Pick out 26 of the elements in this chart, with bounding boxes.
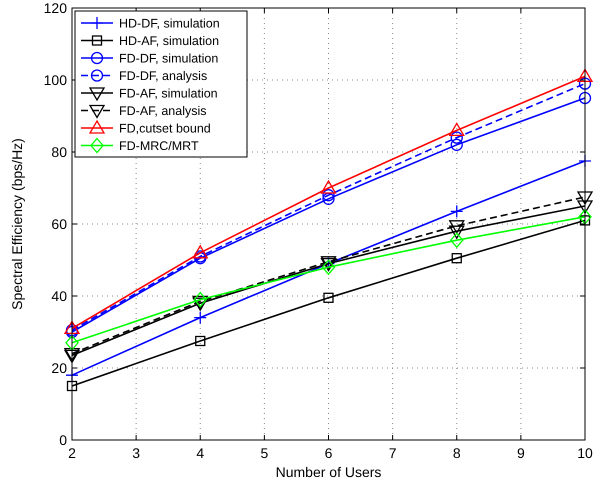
legend-label: FD,cutset bound bbox=[119, 122, 211, 136]
y-tick-label: 100 bbox=[44, 72, 68, 88]
x-axis-title: Number of Users bbox=[276, 464, 382, 480]
legend-label: FD-AF, simulation bbox=[119, 86, 218, 100]
y-tick-label: 40 bbox=[51, 288, 68, 304]
y-tick-label: 60 bbox=[51, 216, 68, 232]
y-tick-label: 120 bbox=[44, 0, 68, 16]
legend-label: FD-AF, analysis bbox=[119, 104, 207, 118]
legend-label: FD-DF, simulation bbox=[119, 52, 218, 66]
y-tick-label: 20 bbox=[51, 360, 68, 376]
y-axis-title: Spectral Efficiency (bps/Hz) bbox=[9, 138, 25, 310]
legend-label: FD-MRC/MRT bbox=[119, 139, 199, 153]
legend-label: HD-AF, simulation bbox=[119, 34, 220, 48]
x-tick-label: 10 bbox=[577, 445, 593, 461]
legend-label: HD-DF, simulation bbox=[119, 16, 220, 30]
x-tick-label: 6 bbox=[324, 445, 333, 461]
x-tick-label: 3 bbox=[132, 445, 140, 461]
x-tick-label: 4 bbox=[196, 445, 204, 461]
legend-label: FD-DF, analysis bbox=[119, 69, 208, 83]
x-tick-label: 8 bbox=[452, 445, 461, 461]
x-tick-label: 2 bbox=[68, 445, 76, 461]
y-tick-label: 80 bbox=[51, 144, 68, 160]
x-tick-label: 5 bbox=[260, 445, 268, 461]
y-tick-label: 0 bbox=[59, 432, 68, 448]
x-tick-label: 9 bbox=[516, 445, 525, 461]
x-tick-label: 7 bbox=[388, 445, 397, 461]
